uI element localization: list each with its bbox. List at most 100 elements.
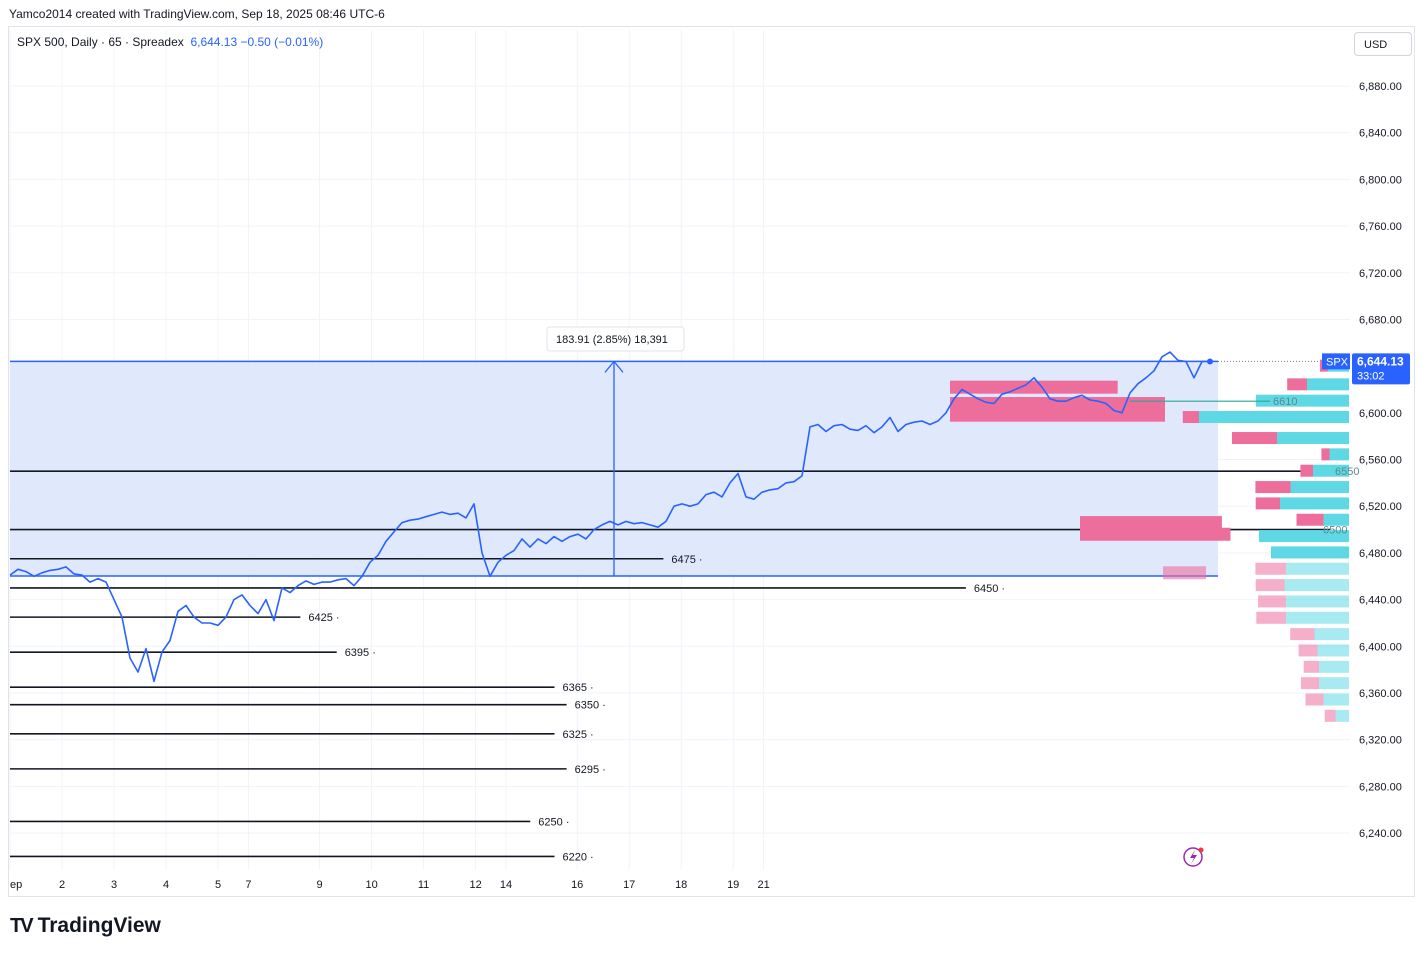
x-tick-label: ep: [10, 879, 22, 891]
y-tick-label: 6,680.00: [1359, 314, 1402, 326]
vp-up-bar: [1329, 448, 1349, 461]
vp-down-bar: [1255, 562, 1286, 575]
chart-credit: Yamco2014 created with TradingView.com, …: [9, 7, 385, 21]
vp-down-bar: [1256, 611, 1286, 624]
vp-down-bar: [1301, 677, 1319, 690]
x-tick-label: 14: [500, 879, 512, 891]
vp-label: 6550: [1335, 466, 1359, 478]
vp-up-bar: [1290, 481, 1349, 494]
vp-session-bar: [950, 397, 1165, 411]
lightning-icon-bolt: [1190, 850, 1197, 864]
price-tag: SPX 6,644.13 33:02: [1322, 353, 1410, 385]
level-label: 6450 ·: [974, 583, 1005, 595]
measure-arrow-head: [604, 360, 624, 373]
level-label: 6350 ·: [575, 700, 606, 712]
lightning-icon-badge: [1198, 847, 1204, 853]
vp-down-bar: [1300, 464, 1313, 477]
vp-up-bar: [1256, 394, 1349, 407]
y-tick-label: 6,440.00: [1359, 595, 1402, 607]
x-tick-label: 21: [757, 879, 769, 891]
vp-up-bar: [1313, 464, 1349, 477]
vp-down-bar: [1305, 693, 1324, 706]
x-tick-label: 18: [675, 879, 687, 891]
vp-session-bar: [1080, 527, 1231, 541]
level-label: 6250 ·: [538, 816, 569, 828]
vp-down-bar: [1303, 660, 1319, 673]
y-tick-label: 6,560.00: [1359, 455, 1402, 467]
vp-session-bar: [950, 380, 1118, 394]
vp-up-bar: [1317, 644, 1349, 657]
tradingview-logo-text: TradingView: [37, 914, 161, 937]
price-tag-bg: [1352, 353, 1410, 385]
x-tick-label: 10: [365, 879, 377, 891]
vp-down-bar: [1324, 709, 1336, 722]
vp-down-bar: [1182, 411, 1199, 424]
vp-up-bar: [1286, 611, 1349, 624]
vp-up-bar: [1323, 693, 1349, 706]
vp-up-bar: [1286, 595, 1349, 608]
vp-label: 6500: [1323, 525, 1347, 537]
measure-box: [10, 360, 1350, 577]
vp-up-bar: [1280, 497, 1349, 510]
y-tick-label: 6,320.00: [1359, 735, 1402, 747]
y-tick-label: 6,280.00: [1359, 781, 1402, 793]
vp-up-bar: [1286, 562, 1349, 575]
level-label: 6325 ·: [563, 729, 594, 741]
y-tick-label: 6,480.00: [1359, 548, 1402, 560]
vp-up-bar: [1319, 677, 1349, 690]
vp-up-bar: [1323, 513, 1349, 526]
price-tag-value: 6,644.13: [1357, 354, 1404, 368]
x-tick-label: 3: [111, 879, 117, 891]
vp-down-bar: [1290, 628, 1315, 641]
tradingview-logo[interactable]: TV TradingView: [10, 914, 161, 938]
vp-up-bar: [1284, 579, 1349, 592]
y-tick-label: 6,600.00: [1359, 408, 1402, 420]
symbol-legend: SPX 500, Daily · 65 · Spreadex 6,644.13 …: [17, 35, 323, 49]
vp-down-bar: [1296, 513, 1324, 526]
x-tick-label: 4: [163, 879, 169, 891]
price-info: 6,644.13 −0.50 (−0.01%): [190, 35, 324, 49]
currency-select[interactable]: USD: [1354, 32, 1412, 56]
price-series: [9, 351, 1213, 683]
x-tick-label: 2: [59, 879, 65, 891]
x-tick-label: 5: [215, 879, 221, 891]
y-tick-label: 6,880.00: [1359, 81, 1402, 93]
price-tag-symbol-bg: [1322, 353, 1350, 370]
volume-profile: 6610 6500 6550: [950, 359, 1359, 722]
vp-down-bar: [1321, 448, 1330, 461]
vp-up-bar: [1314, 628, 1349, 641]
x-tick-label: 19: [727, 879, 739, 891]
vp-up-bar: [1277, 432, 1349, 445]
y-tick-label: 6,720.00: [1359, 268, 1402, 280]
poc-label: 6610: [1273, 396, 1297, 408]
horizontal-levels: 6475 · 6450 · 6425 · 6395 · 6365 · 6350 · 6325…: [10, 470, 1330, 863]
x-tick-label: 7: [245, 879, 251, 891]
chart-frame: [8, 26, 1415, 897]
vp-up-bar: [1335, 709, 1349, 722]
vp-down-bar: [1255, 579, 1285, 592]
vp-session-bar: [950, 408, 1165, 422]
symbol-info: SPX 500, Daily · 65 · Spreadex: [17, 35, 184, 49]
price-line: [9, 351, 1210, 683]
vp-down-bar: [1255, 481, 1291, 494]
level-label: 6425 ·: [308, 612, 339, 624]
x-tick-label: 17: [623, 879, 635, 891]
level-label: 6220 ·: [563, 851, 594, 863]
x-tick-label: 12: [469, 879, 481, 891]
level-label: 6475 ·: [671, 554, 702, 566]
price-tag-timer: 33:02: [1357, 370, 1385, 382]
level-label: 6365 ·: [563, 682, 594, 694]
y-tick-label: 6,760.00: [1359, 221, 1402, 233]
x-tick-label: 9: [317, 879, 323, 891]
vp-down-bar: [1298, 644, 1318, 657]
y-tick-label: 6,840.00: [1359, 128, 1402, 140]
x-tick-label: 16: [571, 879, 583, 891]
vp-up-bar: [1319, 660, 1349, 673]
tradingview-logo-icon: TV: [10, 914, 34, 937]
vp-up-bar: [1307, 378, 1349, 391]
y-tick-label: 6,520.00: [1359, 501, 1402, 513]
vp-up-bar: [1271, 546, 1349, 559]
x-tick-label: 11: [418, 879, 429, 891]
vp-down-bar: [1287, 378, 1307, 391]
